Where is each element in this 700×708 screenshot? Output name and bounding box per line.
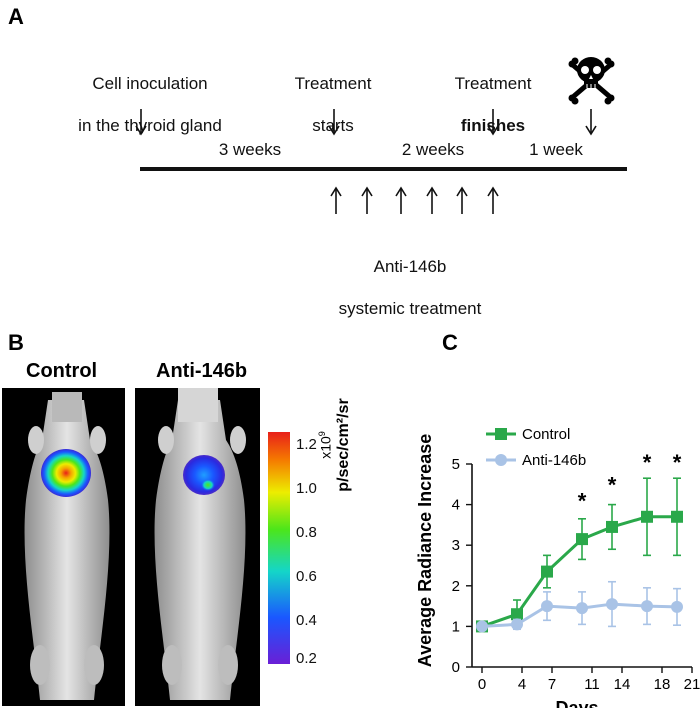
- skull-crossbones-icon: [568, 57, 615, 105]
- x-tick-label: 14: [614, 676, 631, 693]
- event-label-line1: Treatment: [294, 74, 372, 93]
- data-point: [511, 608, 523, 621]
- x-tick-label: 18: [654, 676, 671, 693]
- event-label-line2: starts: [312, 116, 354, 135]
- y-tick-label: 3: [452, 537, 460, 554]
- y-tick-label: 2: [452, 578, 460, 595]
- data-point: [641, 600, 653, 613]
- y-tick-label: 4: [452, 497, 460, 514]
- x-axis-label: Days: [555, 698, 598, 708]
- significance-mark: *: [673, 450, 682, 475]
- data-point: [606, 520, 618, 533]
- arrow-down-icon-head: [135, 125, 147, 136]
- treatment-label-line2: systemic treatment: [338, 299, 482, 318]
- treatment-arrows: [330, 186, 499, 214]
- y-tick-label: 5: [452, 456, 460, 473]
- control-signal-hotspot: [41, 449, 91, 497]
- event-label-line2: in the thyroid gland: [78, 116, 222, 135]
- arrow-down-icon-head: [328, 125, 340, 136]
- arrow-up-icon-head: [487, 186, 499, 197]
- x-tick-label: 11: [584, 676, 600, 693]
- arrow-up-icon-head: [395, 186, 407, 197]
- panel-a-letter: A: [8, 4, 24, 29]
- significance-mark: *: [608, 472, 617, 497]
- arrow-up-icon-head: [426, 186, 438, 197]
- control-mouse-image: [2, 388, 125, 706]
- colorbar-tick: 1.2: [296, 436, 317, 453]
- colorbar-tick: 0.8: [296, 524, 317, 541]
- panel-c-letter: C: [442, 330, 458, 355]
- duration-1-week: 1 week: [529, 140, 583, 159]
- arrow-up-icon-head: [330, 186, 342, 197]
- significance-mark: *: [578, 489, 587, 514]
- data-point: [576, 533, 588, 546]
- event-cell-inoculation: Cell inoculation in the thyroid gland: [60, 52, 240, 157]
- data-point: [511, 618, 523, 631]
- anti-146b-label: Anti-146b: [156, 360, 248, 382]
- duration-2-weeks: 2 weeks: [401, 140, 465, 159]
- legend-marker: [495, 454, 507, 466]
- control-label: Control: [26, 360, 98, 382]
- data-point: [476, 620, 488, 633]
- event-label-line1: Treatment: [454, 74, 532, 93]
- y-tick-label: 1: [452, 618, 460, 635]
- data-point: [541, 565, 553, 578]
- radiance-colorbar: [268, 432, 290, 664]
- x-tick-label: 4: [518, 676, 526, 693]
- arrow-down-icon-head: [585, 125, 597, 136]
- x-tick-label: 21: [684, 676, 700, 693]
- data-point: [606, 598, 618, 611]
- significance-mark: *: [643, 450, 652, 475]
- x-tick-label: 7: [548, 676, 556, 693]
- event-treatment-starts: Treatment starts: [270, 52, 396, 157]
- duration-3-weeks: 3 weeks: [218, 140, 282, 159]
- treatment-label-line1: Anti-146b: [373, 257, 447, 276]
- arrow-up-icon-head: [361, 186, 373, 197]
- treatment-label: Anti-146b systemic treatment: [300, 235, 520, 340]
- event-label-line1: Cell inoculation: [92, 74, 208, 93]
- colorbar-tick: 0.6: [296, 568, 317, 585]
- y-axis-label: Average Radiance Increase: [415, 434, 435, 667]
- data-point: [671, 600, 683, 613]
- y-tick-label: 0: [452, 659, 460, 676]
- data-point: [541, 600, 553, 613]
- data-point: [671, 510, 683, 523]
- legend-label: Anti-146b: [522, 452, 586, 469]
- x-tick-label: 0: [478, 676, 486, 693]
- data-point: [641, 510, 653, 523]
- legend-label: Control: [522, 426, 570, 443]
- panel-b-letter: B: [8, 330, 24, 355]
- colorbar-tick: 0.2: [296, 650, 317, 667]
- legend-marker: [495, 428, 507, 440]
- arrow-down-icon-head: [487, 125, 499, 136]
- data-point: [576, 602, 588, 615]
- arrow-up-icon-head: [456, 186, 468, 197]
- colorbar-tick-labels: 1.2 1.0 0.8 0.6 0.4 0.2: [296, 432, 336, 667]
- colorbar-tick: 0.4: [296, 612, 317, 629]
- anti-146b-mouse-image: [135, 388, 260, 706]
- colorbar-tick: 1.0: [296, 480, 317, 497]
